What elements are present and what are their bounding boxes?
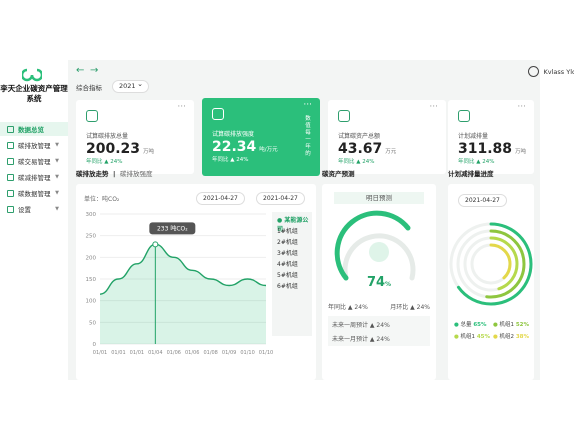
grid-icon <box>7 125 14 133</box>
database-icon <box>7 189 14 197</box>
topbar: ← → Kvlass Ylo <box>68 60 574 88</box>
y-tick-label: 0 <box>93 342 97 348</box>
date-picker-3[interactable]: 2021-04-27 <box>458 194 507 207</box>
ring-progress <box>463 236 519 292</box>
asset-yoy: 年同比 ▲ 24% <box>328 304 368 311</box>
legend-item[interactable]: 1#机组 <box>277 228 298 235</box>
sidebar: 孪天企业碳资产管理系统 数据总览 碳排放管理 ▼ 碳交易管理 ▼ 碳减排管理 ▼ 碳数… <box>0 60 68 380</box>
x-tick-label: 01/01 <box>130 350 144 356</box>
y-tick-label: 250 <box>86 234 97 240</box>
forecast-label: 明日预测 <box>334 192 424 204</box>
chevron-down-icon: ▼ <box>55 174 59 180</box>
nav-item-trade[interactable]: 碳交易管理 ▼ <box>0 154 68 168</box>
y-tick-label: 100 <box>86 299 97 305</box>
card-emission-total[interactable]: ··· 试算碳排放总量 200.23 万吨 年同比 ▲ 24% <box>76 100 194 174</box>
exchange-icon <box>7 157 14 165</box>
ring-progress <box>456 229 526 299</box>
date-picker-2[interactable]: 2021-04-27 <box>256 192 305 205</box>
coin-icon <box>86 110 98 122</box>
series-line <box>99 243 267 295</box>
trend-chart: 0 50 100 150 200 250 300 01/01 01/01 01/01 01/04 01… <box>86 212 274 356</box>
series-area <box>100 244 266 344</box>
forecast-percent: 74% <box>366 275 392 290</box>
legend-item[interactable]: ● 某能源公司 <box>277 217 309 233</box>
y-tick-label: 50 <box>89 320 96 326</box>
card-reduction-plan[interactable]: ··· 计划减排量 311.88 万吨 年同比 ▲ 24% <box>448 100 534 174</box>
progress-legend-item: ● 机组1 52% <box>493 322 529 328</box>
progress-legend-item: ● 总量 65% <box>454 322 487 328</box>
legend-item[interactable]: 6#机组 <box>277 283 298 290</box>
x-tick-label: 01/10 <box>240 350 254 356</box>
x-tick-label: 01/08 <box>203 350 217 356</box>
y-tick-label: 200 <box>86 255 97 261</box>
more-icon[interactable]: ··· <box>517 102 526 112</box>
chevron-down-icon: ▼ <box>55 158 59 164</box>
brand-name: 孪天企业碳资产管理系统 <box>0 84 68 103</box>
nav-item-data[interactable]: 碳数据管理 ▼ <box>0 186 68 200</box>
legend-item[interactable]: 4#机组 <box>277 261 298 268</box>
x-tick-label: 01/01 <box>93 350 107 356</box>
x-tick-label: 01/01 <box>111 350 125 356</box>
x-tick-label: 01/10 <box>259 350 273 356</box>
progress-legend-item: ● 机组2 38% <box>493 334 529 340</box>
chevron-down-icon: ▼ <box>55 206 59 212</box>
x-tick-label: 01/06 <box>167 350 181 356</box>
more-icon[interactable]: ··· <box>429 102 438 112</box>
progress-rings <box>449 222 533 306</box>
forecast-gauge <box>334 210 416 281</box>
tooltip-box <box>149 222 196 235</box>
progress-panel: 计划减排量进度 2021-04-27 ● 总量 65% ● 机组1 52%● 机组… <box>448 170 534 380</box>
data-point <box>152 241 159 248</box>
trend-unit: 单位：吨CO₂ <box>84 196 120 203</box>
asset-forecast-rows: 未来一周预计 ▲ 24% 未来一月预计 ▲ 24% <box>328 316 430 346</box>
legend-item[interactable]: 2#机组 <box>277 239 298 246</box>
y-tick-label: 150 <box>86 277 97 283</box>
progress-title: 计划减排量进度 <box>448 170 494 178</box>
legend-item[interactable]: 5#机组 <box>277 272 298 279</box>
trend-title: 碳排放走势 | 碳排放强度 <box>76 170 153 178</box>
avatar <box>527 66 539 77</box>
main-area: ← → Kvlass Ylo 综合指标 2021 ··· 试算碳排放总量 200… <box>68 60 574 380</box>
more-icon[interactable]: ··· <box>177 102 186 112</box>
user-menu[interactable]: Kvlass Ylo <box>527 66 574 77</box>
cloud-icon <box>212 108 224 120</box>
nav-item-reduction[interactable]: 碳减排管理 ▼ <box>0 170 68 184</box>
legend-item[interactable]: 3#机组 <box>277 250 298 257</box>
leaf-icon <box>7 173 14 181</box>
nav-item-overview[interactable]: 数据总览 <box>0 122 68 136</box>
gear-icon <box>7 205 14 213</box>
database-icon <box>338 110 350 122</box>
asset-title: 碳资产预测 <box>322 170 355 178</box>
nav-item-settings[interactable]: 设置 ▼ <box>0 202 68 216</box>
chart-icon <box>7 141 14 149</box>
tooltip-text: 233 吨CO₂ <box>157 224 188 232</box>
card-asset-total[interactable]: ··· 试算碳资产总额 43.67 万元 年同比 ▲ 24% <box>328 100 446 174</box>
chevron-down-icon: ▼ <box>55 142 59 148</box>
back-arrow-icon[interactable]: ← <box>76 65 85 76</box>
progress-legend: ● 总量 65% ● 机组1 52%● 机组1 45% ● 机组2 38% <box>454 320 532 344</box>
x-tick-label: 01/09 <box>222 350 236 356</box>
x-tick-label: 01/04 <box>148 350 162 356</box>
x-tick-label: 01/06 <box>185 350 199 356</box>
y-tick-label: 300 <box>86 212 97 218</box>
trend-panel: 碳排放走势 | 碳排放强度 单位：吨CO₂ 2021-04-27 2021-04… <box>76 170 316 380</box>
chevron-down-icon: ▼ <box>55 190 59 196</box>
year-select[interactable]: 2021 <box>112 79 149 93</box>
asset-panel: 碳资产预测 明日预测 74% 年同比 ▲ 24% 月环比 ▲ 24% 未来一周预… <box>322 170 436 380</box>
more-icon[interactable]: ··· <box>303 100 312 110</box>
forward-arrow-icon[interactable]: → <box>90 65 99 76</box>
chart-legend: ● 某能源公司 1#机组 2#机组 3#机组 4#机组 5#机组 6#机组 <box>272 212 312 336</box>
nav-item-emission[interactable]: 碳排放管理 ▼ <box>0 138 68 152</box>
logo-icon <box>22 68 42 82</box>
progress-legend-item: ● 机组1 45% <box>454 334 490 340</box>
ring-progress <box>449 222 533 306</box>
document-icon <box>458 110 470 122</box>
card-emission-intensity[interactable]: ··· 数值每一年的 试算碳排放强度 22.34 吨/万元 年同比 ▲ 24% <box>202 98 320 176</box>
asset-mom: 月环比 ▲ 24% <box>390 304 430 311</box>
filter-label: 综合指标 <box>76 84 102 92</box>
date-picker-1[interactable]: 2021-04-27 <box>196 192 245 205</box>
ring-progress <box>470 243 512 285</box>
coin-icon <box>369 242 389 262</box>
